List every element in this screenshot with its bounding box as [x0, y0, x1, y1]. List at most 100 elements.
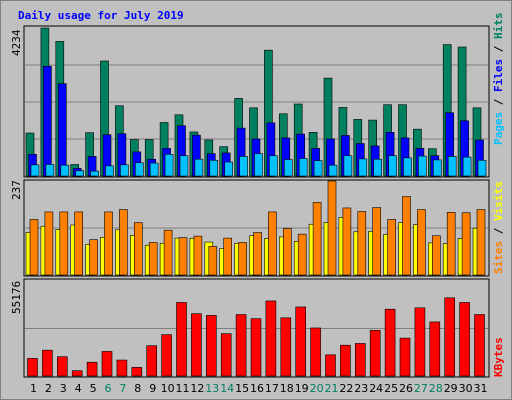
- kbytes-bar: [459, 302, 470, 377]
- pages-bar: [45, 164, 55, 177]
- legend-entry: Files: [492, 59, 505, 99]
- pages-bar: [105, 165, 114, 177]
- legend-entry: Hits: [492, 13, 505, 46]
- kbytes-bar: [474, 314, 485, 377]
- sites-bar: [223, 237, 232, 276]
- kbytes-bar: [176, 302, 187, 377]
- pages-bar: [120, 164, 129, 177]
- kbytes-bar: [27, 358, 38, 377]
- sites-bar: [476, 209, 486, 276]
- x-tick-label: 14: [220, 382, 234, 395]
- x-tick-label: 21: [325, 382, 339, 395]
- kbytes-bar: [414, 307, 426, 377]
- x-tick-label: 11: [176, 382, 190, 395]
- pages-bar: [432, 159, 442, 177]
- kbytes-bar: [340, 344, 351, 377]
- legend-entry: KBytes: [492, 337, 505, 377]
- x-tick-label: 26: [399, 382, 413, 395]
- kbytes-bar: [235, 314, 247, 377]
- sites-bar: [417, 209, 426, 276]
- pages-bar: [298, 158, 308, 177]
- kbytes-bar: [444, 297, 456, 377]
- kbytes-bar: [101, 351, 113, 377]
- pages-bar: [343, 155, 353, 177]
- pages-bar: [313, 160, 323, 177]
- x-tick-label: 27: [414, 382, 428, 395]
- sites-bar: [282, 228, 292, 276]
- pages-bar: [283, 159, 293, 177]
- kbytes-bar: [191, 313, 202, 377]
- pages-bar: [254, 153, 263, 177]
- kbytes-bar: [429, 321, 441, 377]
- x-tick-label: 10: [161, 382, 175, 395]
- pages-bar: [149, 162, 159, 177]
- top-max-label: 4234: [10, 29, 23, 56]
- kbytes-bar: [116, 359, 128, 377]
- kbytes-bar: [384, 308, 396, 377]
- x-tick-label: 1: [30, 382, 37, 395]
- kbytes-bar: [325, 354, 336, 377]
- sites-bar: [104, 211, 113, 276]
- kbytes-bar: [206, 315, 217, 377]
- kbytes-bar: [399, 337, 411, 377]
- bar-marks: [25, 27, 487, 377]
- pages-bar: [418, 155, 427, 177]
- x-tick-label: 24: [369, 382, 383, 395]
- pages-bar: [462, 156, 472, 177]
- x-tick-label: 31: [474, 382, 488, 395]
- sites-bar: [357, 211, 367, 276]
- legend-entry: Sites: [492, 241, 505, 274]
- x-tick-label: 20: [310, 382, 324, 395]
- pages-bar: [60, 164, 70, 177]
- x-tick-label: 25: [384, 382, 398, 395]
- kbytes-bar: [250, 318, 262, 377]
- x-tick-label: 19: [295, 382, 309, 395]
- kbytes-bar: [369, 330, 381, 377]
- kbytes-bar: [56, 356, 68, 377]
- x-tick-label: 7: [119, 382, 126, 395]
- pages-bar: [135, 162, 144, 177]
- legend-entry: Pages: [492, 112, 505, 145]
- sites-bar: [134, 222, 143, 276]
- files-bar: [43, 65, 52, 177]
- mid-max-label: 237: [10, 180, 23, 200]
- x-tick-label: 28: [429, 382, 443, 395]
- pages-bar: [30, 164, 40, 177]
- legend-bot: KBytes: [492, 337, 505, 377]
- pages-bar: [269, 155, 278, 177]
- x-tick-label: 4: [75, 382, 82, 395]
- pages-bar: [90, 170, 99, 177]
- sites-bar: [193, 235, 203, 276]
- sites-bar: [327, 180, 337, 276]
- x-tick-label: 29: [444, 382, 458, 395]
- kbytes-bar: [310, 327, 321, 377]
- sites-bar: [163, 229, 173, 276]
- pages-bar: [373, 158, 383, 177]
- sites-bar: [253, 232, 262, 276]
- legend-entry: /: [492, 227, 505, 241]
- pages-bar: [209, 159, 219, 177]
- pages-bar: [75, 170, 84, 177]
- pages-bar: [447, 156, 457, 177]
- sites-bar: [402, 196, 411, 276]
- sites-bar: [431, 235, 441, 276]
- x-tick-label: 9: [149, 382, 156, 395]
- pages-bar: [388, 155, 397, 177]
- bot-max-label: 55176: [10, 281, 23, 314]
- files-bar: [57, 83, 67, 177]
- sites-bar: [44, 211, 54, 276]
- sites-bar: [208, 246, 218, 276]
- x-tick-label: 23: [354, 382, 368, 395]
- kbytes-bar: [146, 345, 157, 377]
- sites-bar: [268, 211, 277, 276]
- sites-bar: [178, 237, 188, 276]
- sites-bar: [29, 219, 39, 276]
- legend-top: Pages / Files / Hits: [492, 13, 505, 146]
- legend-mid: Sites / Visits: [492, 181, 505, 274]
- legend-entry: Visits: [492, 181, 505, 227]
- sites-bar: [312, 202, 322, 276]
- x-tick-label: 2: [45, 382, 52, 395]
- pages-bar: [477, 159, 487, 177]
- sites-bar: [119, 209, 128, 276]
